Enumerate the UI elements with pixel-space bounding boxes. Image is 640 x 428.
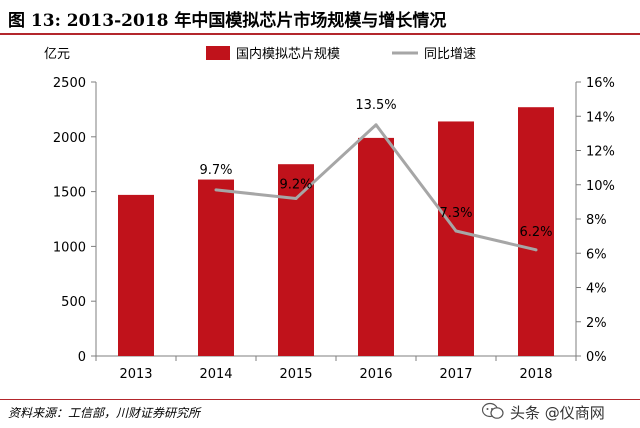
left-tick-label: 2000 — [53, 131, 86, 146]
line-layer — [214, 123, 538, 252]
left-tick-label: 2500 — [53, 76, 86, 91]
growth-data-label: 9.7% — [199, 163, 232, 178]
source-note: 资料来源：工信部，川财证券研究所 — [8, 406, 201, 420]
axis-layer: 亿元 0 500 1000 1500 2000 2500 0% 2% 4% 6% 8% 10% 12% 14… — [44, 47, 615, 382]
right-tick-label: 16% — [586, 76, 615, 91]
x-tick-label: 2018 — [519, 367, 552, 382]
right-tick-label: 6% — [586, 247, 607, 262]
left-axis-unit-label: 亿元 — [44, 47, 70, 62]
left-tick-label: 1000 — [53, 240, 86, 255]
bar-2015 — [278, 164, 314, 356]
legend-bar-label: 国内模拟芯片规模 — [236, 46, 340, 62]
watermark-text: 头条 @仪商网 — [510, 404, 605, 422]
right-tick-label: 4% — [586, 282, 607, 297]
growth-point-2015 — [294, 196, 298, 200]
growth-data-label: 9.2% — [279, 177, 312, 192]
right-tick-label: 14% — [586, 110, 615, 125]
bar-layer — [118, 107, 554, 357]
x-tick-label: 2017 — [439, 367, 472, 382]
growth-point-2018 — [534, 248, 538, 252]
figure-title: 图 13: 2013-2018 年中国模拟芯片市场规模与增长情况 — [8, 11, 447, 31]
right-tick-label: 2% — [586, 316, 607, 331]
growth-data-label: 13.5% — [355, 98, 396, 113]
bar-2013 — [118, 194, 154, 356]
bar-2018 — [518, 107, 554, 356]
growth-point-2017 — [454, 229, 458, 233]
bar-2014 — [198, 179, 234, 356]
left-tick-label: 500 — [61, 295, 86, 310]
growth-data-label: 7.3% — [439, 206, 472, 221]
legend-bar-swatch — [206, 46, 230, 60]
growth-data-label: 6.2% — [519, 225, 552, 240]
right-tick-label: 10% — [586, 179, 615, 194]
legend: 国内模拟芯片规模 同比增速 — [206, 46, 476, 62]
bar-2017 — [438, 121, 474, 357]
x-tick-label: 2014 — [199, 367, 232, 382]
x-tick-label: 2016 — [359, 367, 392, 382]
source-divider — [0, 399, 640, 400]
chart: 亿元 0 500 1000 1500 2000 2500 0% 2% 4% 6% 8% 10% 12% 14… — [44, 46, 615, 382]
watermark-logo-icon — [482, 402, 504, 419]
label-layer: 9.7% 9.2% 13.5% 7.3% 6.2% — [199, 98, 552, 240]
title-divider — [0, 33, 640, 35]
growth-point-2016 — [374, 123, 378, 127]
x-tick-label: 2015 — [279, 367, 312, 382]
right-tick-label: 8% — [586, 213, 607, 228]
bar-2016 — [358, 137, 394, 356]
x-tick-label: 2013 — [119, 367, 152, 382]
left-tick-label: 1500 — [53, 186, 86, 201]
legend-line-label: 同比增速 — [424, 47, 476, 62]
figure-title-bar: 图 13: 2013-2018 年中国模拟芯片市场规模与增长情况 — [0, 0, 640, 35]
growth-point-2014 — [214, 188, 218, 192]
right-tick-label: 0% — [586, 350, 607, 365]
right-tick-label: 12% — [586, 145, 615, 160]
watermark: 头条 @仪商网 — [482, 400, 632, 424]
left-tick-label: 0 — [78, 350, 86, 365]
